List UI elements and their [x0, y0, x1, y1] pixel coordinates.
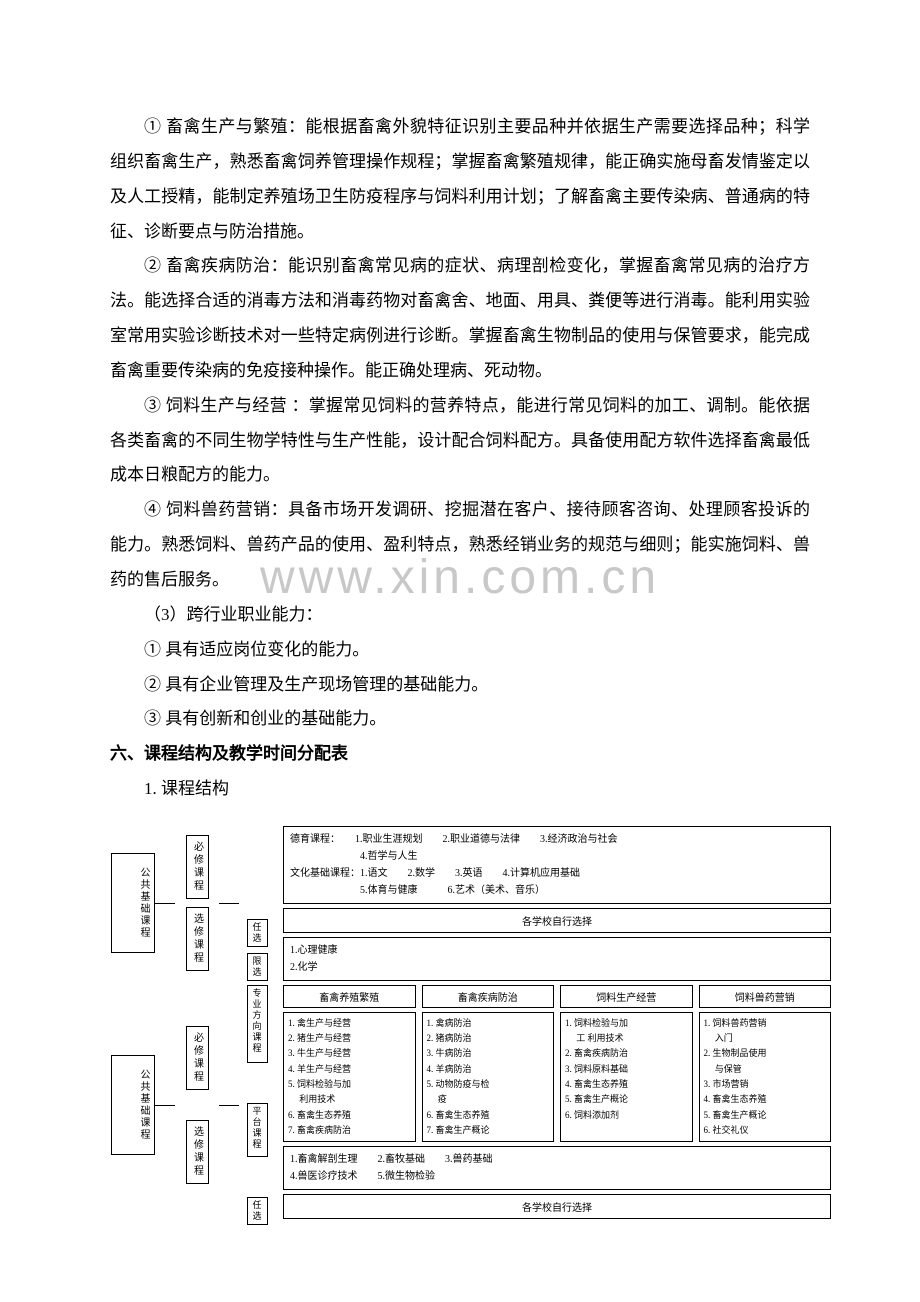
hdr-cell: 饲料生产经营 [560, 985, 693, 1008]
connector [219, 985, 239, 1225]
paragraph-4: ④ 饲料兽药营销：具备市场开发调研、挖掘潜在客户、接待顾客咨询、处理顾客投诉的能… [110, 493, 810, 598]
mid-optional-top: 选修课程 [186, 907, 209, 971]
hdr-cell: 饲料兽药营销 [699, 985, 832, 1008]
line: 4.兽医诊疗技术 5.微生物检验 [290, 1168, 824, 1185]
platform-course-box: 1.畜禽解剖生理 2.畜牧基础 3.兽药基础 4.兽医诊疗技术 5.微生物检验 [283, 1146, 831, 1190]
connector [155, 826, 175, 981]
line: 1.畜禽解剖生理 2.畜牧基础 3.兽药基础 [290, 1151, 824, 1168]
bullet-3: ③ 具有创新和创业的基础能力。 [110, 702, 810, 737]
school-choice-box-bottom: 各学校自行选择 [283, 1194, 831, 1219]
list-cell-b: 1. 禽病防治 2. 猪病防治 3. 牛病防治 4. 羊病防治 5. 动物防疫与… [422, 1012, 555, 1142]
line: 1.心理健康 [290, 942, 824, 959]
line: 5.体育与健康 6.艺术（美术、音乐） [290, 882, 824, 899]
limited-box: 1.心理健康 2.化学 [283, 937, 831, 981]
direction-header-row: 畜禽养殖繁殖 畜禽疾病防治 饲料生产经营 饲料兽药营销 [283, 985, 831, 1008]
section-heading: 六、课程结构及教学时间分配表 [110, 737, 810, 772]
hdr-cell: 畜禽疾病防治 [422, 985, 555, 1008]
line: 德育课程： 1.职业生涯规划 2.职业道德与法律 3.经济政治与社会 [290, 831, 824, 848]
direction-box: 专业方向课程 [247, 985, 268, 1063]
document-page: www.xin.com.cn ① 畜禽生产与繁殖：能根据畜禽外貌特征识别主要品种… [0, 0, 920, 1302]
connector [219, 826, 239, 981]
list-cell-a: 1. 禽生产与经营 2. 猪生产与经营 3. 牛生产与经营 4. 羊生产与经营 … [283, 1012, 416, 1142]
paragraph-1: ① 畜禽生产与繁殖：能根据畜禽外貌特征识别主要品种并依据生产需要选择品种；科学组… [110, 110, 810, 249]
bullet-2: ② 具有企业管理及生产现场管理的基础能力。 [110, 668, 810, 703]
left-block-bottom: 公共基础课程 [111, 1055, 155, 1155]
line: 文化基础课程：1.语文 2.数学 3.英语 4.计算机应用基础 [290, 865, 824, 882]
moral-culture-box: 德育课程： 1.职业生涯规划 2.职业道德与法律 3.经济政治与社会 4.哲学与… [283, 826, 831, 904]
list-cell-d: 1. 饲料兽药营销 入门 2. 生物制品使用 与保管 3. 市场营销 4. 畜禽… [699, 1012, 832, 1142]
direction-lists-row: 1. 禽生产与经营 2. 猪生产与经营 3. 牛生产与经营 4. 羊生产与经营 … [283, 1012, 831, 1142]
line: 2.化学 [290, 959, 824, 976]
any-select-top: 任选 [247, 919, 268, 947]
left-block-top: 公共基础课程 [111, 853, 155, 953]
mid-required-top: 必修课程 [186, 835, 209, 899]
mid-required-bottom: 必修课程 [186, 1026, 209, 1090]
any-select-bottom: 任选 [247, 1197, 268, 1225]
limited-select: 限选 [247, 953, 268, 981]
paragraph-2: ② 畜禽疾病防治：能识别畜禽常见病的症状、病理剖检变化，掌握畜禽常见病的治疗方法… [110, 249, 810, 388]
line: 4.哲学与人生 [290, 848, 824, 865]
list-cell-c: 1. 饲料检验与加 工 利用技术 2. 畜禽疾病防治 3. 饲料原料基础 4. … [560, 1012, 693, 1142]
platform-box: 平台课程 [247, 1103, 268, 1157]
course-structure-diagram: 公共基础课程 必修课程 选修课程 任选 限选 德育课程： 1.职业生涯规划 [110, 825, 810, 1226]
connector [155, 985, 175, 1225]
bullet-1: ① 具有适应岗位变化的能力。 [110, 633, 810, 668]
school-choice-box-top: 各学校自行选择 [283, 908, 831, 933]
subheading: 1. 课程结构 [110, 772, 810, 807]
paragraph-5: （3）跨行业职业能力： [110, 598, 810, 633]
hdr-cell: 畜禽养殖繁殖 [283, 985, 416, 1008]
mid-optional-bottom: 选修课程 [186, 1120, 209, 1184]
paragraph-3: ③ 饲料生产与经营 ：掌握常见饲料的营养特点，能进行常见饲料的加工、调制。能依据… [110, 389, 810, 494]
